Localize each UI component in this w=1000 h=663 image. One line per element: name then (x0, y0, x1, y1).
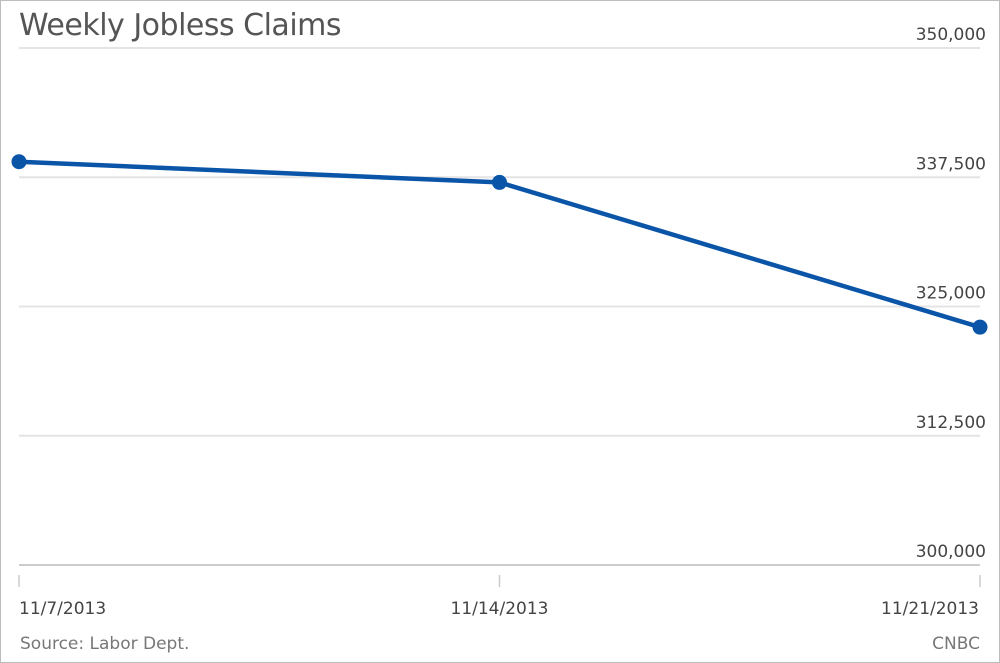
data-point (492, 174, 507, 190)
brand-label: CNBC (932, 634, 980, 654)
y-axis-labels: 350,000 337,500 325,000 312,500 300,000 (916, 25, 986, 562)
chart-title: Weekly Jobless Claims (19, 8, 342, 43)
data-point (11, 154, 27, 170)
x-tick-label: 11/7/2013 (19, 599, 106, 619)
x-axis-labels: 11/7/2013 11/14/2013 11/21/2013 (19, 599, 979, 619)
y-tick-label: 325,000 (916, 284, 986, 304)
source-note: Source: Labor Dept. (20, 634, 190, 654)
x-tick-label: 11/14/2013 (451, 599, 549, 619)
y-tick-label: 350,000 (916, 25, 986, 45)
x-axis-ticks (18, 575, 981, 587)
y-tick-label: 337,500 (916, 154, 986, 174)
data-point (972, 319, 988, 335)
grid-lines (19, 47, 980, 566)
y-tick-label: 312,500 (916, 413, 986, 433)
series-points (11, 154, 988, 335)
x-tick-label: 11/21/2013 (881, 599, 979, 619)
y-tick-label: 300,000 (916, 542, 986, 562)
